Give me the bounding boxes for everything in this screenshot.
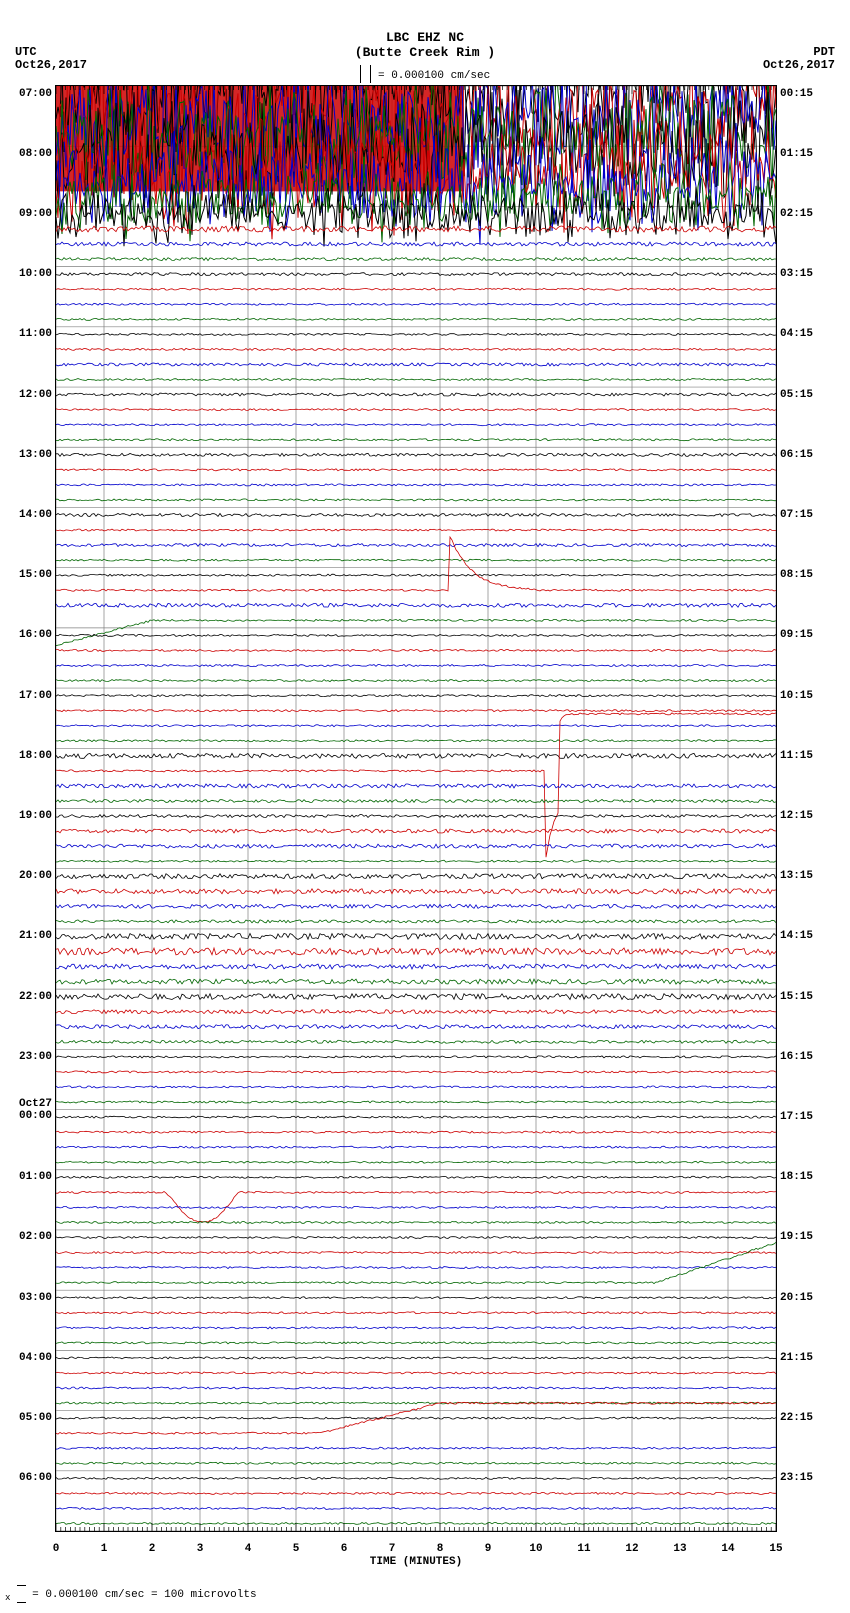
utc-time-label: 04:00 — [19, 1352, 52, 1364]
x-tick-label: 10 — [529, 1543, 542, 1555]
pdt-time-label: 04:15 — [780, 328, 813, 340]
utc-time-label: 07:00 — [19, 88, 52, 100]
pdt-time-label: 05:15 — [780, 389, 813, 401]
pdt-time-label: 21:15 — [780, 1352, 813, 1364]
x-tick-label: 8 — [437, 1543, 444, 1555]
x-tick-label: 2 — [149, 1543, 156, 1555]
utc-time-label: 16:00 — [19, 629, 52, 641]
helicorder-svg — [56, 86, 776, 1531]
pdt-time-label: 20:15 — [780, 1292, 813, 1304]
pdt-time-label: 10:15 — [780, 690, 813, 702]
x-tick-label: 6 — [341, 1543, 348, 1555]
pdt-time-label: 23:15 — [780, 1472, 813, 1484]
scale-indicator: = 0.000100 cm/sec — [0, 65, 850, 83]
pdt-time-label: 08:15 — [780, 569, 813, 581]
pdt-time-label: 03:15 — [780, 268, 813, 280]
scale-text: = 0.000100 cm/sec — [378, 70, 490, 82]
pdt-time-label: 00:15 — [780, 88, 813, 100]
station-code: LBC EHZ NC — [386, 30, 464, 45]
seismogram-container: UTC Oct26,2017 PDT Oct26,2017 LBC EHZ NC… — [0, 0, 850, 1613]
pdt-time-label: 15:15 — [780, 991, 813, 1003]
utc-time-label: 13:00 — [19, 449, 52, 461]
x-tick-label: 4 — [245, 1543, 252, 1555]
station-name: (Butte Creek Rim ) — [355, 45, 495, 60]
pdt-time-label: 19:15 — [780, 1231, 813, 1243]
pdt-time-label: 02:15 — [780, 208, 813, 220]
x-tick-label: 1 — [101, 1543, 108, 1555]
utc-time-label: 09:00 — [19, 208, 52, 220]
x-tick-label: 13 — [673, 1543, 686, 1555]
utc-time-label: 22:00 — [19, 991, 52, 1003]
utc-time-label: 05:00 — [19, 1412, 52, 1424]
footer-text: = 0.000100 cm/sec = 100 microvolts — [32, 1589, 256, 1601]
pdt-time-label: 16:15 — [780, 1051, 813, 1063]
x-tick-label: 9 — [485, 1543, 492, 1555]
utc-time-label: 14:00 — [19, 509, 52, 521]
utc-time-label: 08:00 — [19, 148, 52, 160]
utc-time-label: 21:00 — [19, 930, 52, 942]
utc-time-label: 23:00 — [19, 1051, 52, 1063]
utc-time-label: 15:00 — [19, 569, 52, 581]
pdt-time-label: 14:15 — [780, 930, 813, 942]
pdt-time-label: 07:15 — [780, 509, 813, 521]
pdt-time-label: 17:15 — [780, 1111, 813, 1123]
x-tick-label: 12 — [625, 1543, 638, 1555]
utc-time-label: 10:00 — [19, 268, 52, 280]
utc-time-label: 02:00 — [19, 1231, 52, 1243]
utc-time-label: 06:00 — [19, 1472, 52, 1484]
utc-time-label: 03:00 — [19, 1292, 52, 1304]
x-tick-label: 0 — [53, 1543, 60, 1555]
utc-time-label: 11:00 — [19, 328, 52, 340]
pdt-time-label: 01:15 — [780, 148, 813, 160]
x-tick-label: 15 — [769, 1543, 782, 1555]
utc-time-label: 17:00 — [19, 690, 52, 702]
pdt-time-label: 22:15 — [780, 1412, 813, 1424]
footer-scale: x = 0.000100 cm/sec = 100 microvolts — [5, 1586, 257, 1603]
x-tick-label: 7 — [389, 1543, 396, 1555]
utc-time-label: Oct2700:00 — [19, 1098, 52, 1122]
chart-title: LBC EHZ NC (Butte Creek Rim ) — [0, 30, 850, 60]
pdt-time-label: 18:15 — [780, 1171, 813, 1183]
x-tick-label: 14 — [721, 1543, 734, 1555]
x-tick-label: 11 — [577, 1543, 590, 1555]
utc-time-label: 18:00 — [19, 750, 52, 762]
traces — [56, 86, 776, 1524]
x-tick-label: 5 — [293, 1543, 300, 1555]
grid — [56, 86, 776, 1531]
utc-time-label: 01:00 — [19, 1171, 52, 1183]
x-tick-label: 3 — [197, 1543, 204, 1555]
helicorder-plot: TIME (MINUTES) 07:0008:0009:0010:0011:00… — [55, 85, 777, 1532]
utc-time-label: 19:00 — [19, 810, 52, 822]
pdt-time-label: 12:15 — [780, 810, 813, 822]
x-axis-title: TIME (MINUTES) — [370, 1556, 462, 1568]
pdt-time-label: 11:15 — [780, 750, 813, 762]
pdt-time-label: 06:15 — [780, 449, 813, 461]
utc-time-label: 12:00 — [19, 389, 52, 401]
pdt-time-label: 13:15 — [780, 870, 813, 882]
utc-time-label: 20:00 — [19, 870, 52, 882]
pdt-time-label: 09:15 — [780, 629, 813, 641]
